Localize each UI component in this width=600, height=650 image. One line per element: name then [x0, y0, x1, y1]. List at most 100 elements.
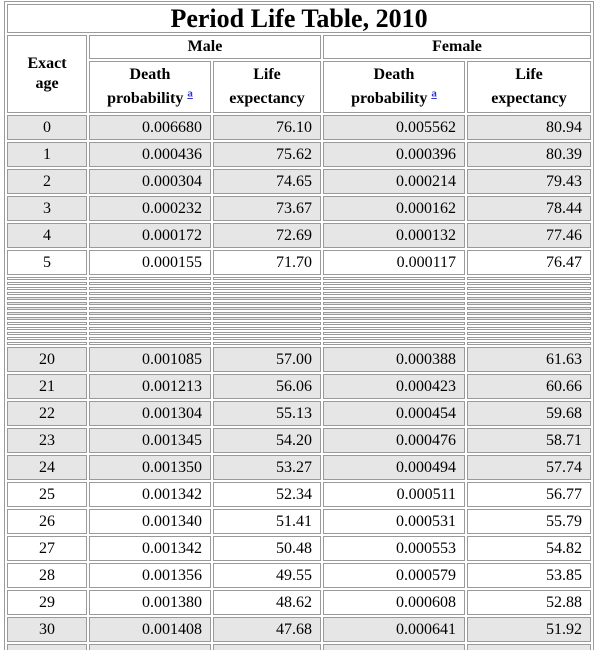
collapsed-cell — [467, 337, 592, 340]
collapsed-cell — [467, 282, 592, 285]
collapsed-cell — [323, 322, 465, 325]
collapsed-row — [7, 337, 592, 340]
collapsed-cell — [89, 332, 211, 335]
female-life-expectancy-cell: 55.79 — [467, 509, 592, 534]
collapsed-cell — [323, 297, 465, 300]
partial-cell — [467, 644, 592, 650]
male-death-probability-cell: 0.006680 — [89, 115, 211, 140]
female-life-expectancy-cell: 61.63 — [467, 347, 592, 372]
age-header-line1: Exact — [27, 55, 67, 72]
collapsed-cell — [89, 322, 211, 325]
male-life-expectancy-cell: 57.00 — [213, 347, 321, 372]
table-row: 2 0.000304 74.65 0.000214 79.43 — [7, 169, 592, 194]
male-life-expectancy-cell: 51.41 — [213, 509, 321, 534]
table-row: 21 0.001213 56.06 0.000423 60.66 — [7, 374, 592, 399]
male-life-expectancy-cell: 75.62 — [213, 142, 321, 167]
life-table: Period Life Table, 2010 Exact age Male F… — [4, 1, 595, 650]
male-death-probability-cell: 0.001342 — [89, 482, 211, 507]
table-row: 24 0.001350 53.27 0.000494 57.74 — [7, 455, 592, 480]
collapsed-cell — [89, 287, 211, 290]
female-death-probability-cell: 0.000396 — [323, 142, 465, 167]
collapsed-cell — [323, 327, 465, 330]
table-row: 25 0.001342 52.34 0.000511 56.77 — [7, 482, 592, 507]
life-header-line2: expectancy — [491, 90, 567, 107]
table-row: 28 0.001356 49.55 0.000579 53.85 — [7, 563, 592, 588]
male-life-expectancy-cell: 49.55 — [213, 563, 321, 588]
collapsed-cell — [467, 277, 592, 280]
female-life-expectancy-cell: 78.44 — [467, 196, 592, 221]
female-life-expectancy-cell: 51.92 — [467, 617, 592, 642]
male-death-probability-cell: 0.001304 — [89, 401, 211, 426]
collapsed-cell — [213, 292, 321, 295]
female-life-expectancy-cell: 54.82 — [467, 536, 592, 561]
female-life-expectancy-cell: 56.77 — [467, 482, 592, 507]
age-cell: 3 — [7, 196, 87, 221]
female-life-expectancy-cell: 58.71 — [467, 428, 592, 453]
age-cell: 25 — [7, 482, 87, 507]
male-death-probability-cell: 0.000172 — [89, 223, 211, 248]
female-life-expectancy-cell: 77.46 — [467, 223, 592, 248]
male-life-expectancy-cell: 55.13 — [213, 401, 321, 426]
collapsed-cell — [467, 312, 592, 315]
collapsed-cell — [467, 297, 592, 300]
female-life-expectancy-cell: 80.94 — [467, 115, 592, 140]
partial-cell — [89, 644, 211, 650]
female-death-probability-cell: 0.000132 — [323, 223, 465, 248]
collapsed-cell — [213, 282, 321, 285]
female-death-probability-cell: 0.000641 — [323, 617, 465, 642]
table-row: 4 0.000172 72.69 0.000132 77.46 — [7, 223, 592, 248]
male-death-probability-cell: 0.001356 — [89, 563, 211, 588]
age-cell: 29 — [7, 590, 87, 615]
collapsed-cell — [323, 312, 465, 315]
female-life-expectancy-cell: 57.74 — [467, 455, 592, 480]
male-life-expectancy-cell: 52.34 — [213, 482, 321, 507]
collapsed-cell — [7, 292, 87, 295]
partial-cell — [7, 644, 87, 650]
age-cell: 24 — [7, 455, 87, 480]
age-cell: 2 — [7, 169, 87, 194]
death-header-line2: probability — [107, 90, 184, 107]
footnote-a-link[interactable]: a — [187, 87, 193, 100]
collapsed-cell — [7, 302, 87, 305]
collapsed-cell — [213, 312, 321, 315]
male-life-expectancy-cell: 73.67 — [213, 196, 321, 221]
collapsed-cell — [89, 292, 211, 295]
female-life-expectancy-cell: 53.85 — [467, 563, 592, 588]
female-group-header: Female — [323, 35, 592, 59]
collapsed-row — [7, 317, 592, 320]
collapsed-cell — [323, 287, 465, 290]
age-cell: 20 — [7, 347, 87, 372]
age-cell: 5 — [7, 250, 87, 275]
collapsed-cell — [213, 302, 321, 305]
collapsed-cell — [213, 337, 321, 340]
collapsed-cell — [7, 332, 87, 335]
collapsed-row — [7, 332, 592, 335]
collapsed-cell — [467, 317, 592, 320]
footnote-a-link[interactable]: a — [431, 87, 437, 100]
collapsed-cell — [213, 297, 321, 300]
male-life-expectancy-cell: 47.68 — [213, 617, 321, 642]
male-life-expectancy-cell: 56.06 — [213, 374, 321, 399]
female-death-probability-cell: 0.000608 — [323, 590, 465, 615]
collapsed-row — [7, 287, 592, 290]
collapsed-row — [7, 292, 592, 295]
life-header-line1: Life — [253, 66, 281, 83]
collapsed-cell — [7, 287, 87, 290]
male-death-probability-cell: 0.001408 — [89, 617, 211, 642]
table-row: 20 0.001085 57.00 0.000388 61.63 — [7, 347, 592, 372]
female-life-expectancy-cell: 79.43 — [467, 169, 592, 194]
table-row: 1 0.000436 75.62 0.000396 80.39 — [7, 142, 592, 167]
collapsed-row — [7, 312, 592, 315]
collapsed-cell — [323, 282, 465, 285]
table-row: 30 0.001408 47.68 0.000641 51.92 — [7, 617, 592, 642]
male-death-probability-cell: 0.000232 — [89, 196, 211, 221]
collapsed-cell — [7, 307, 87, 310]
collapsed-cell — [7, 297, 87, 300]
female-life-expectancy-cell: 80.39 — [467, 142, 592, 167]
female-death-probability-cell: 0.000388 — [323, 347, 465, 372]
male-death-probability-cell: 0.001345 — [89, 428, 211, 453]
female-life-expectancy-cell: 76.47 — [467, 250, 592, 275]
collapsed-cell — [213, 287, 321, 290]
collapsed-cell — [213, 327, 321, 330]
table-row: 5 0.000155 71.70 0.000117 76.47 — [7, 250, 592, 275]
